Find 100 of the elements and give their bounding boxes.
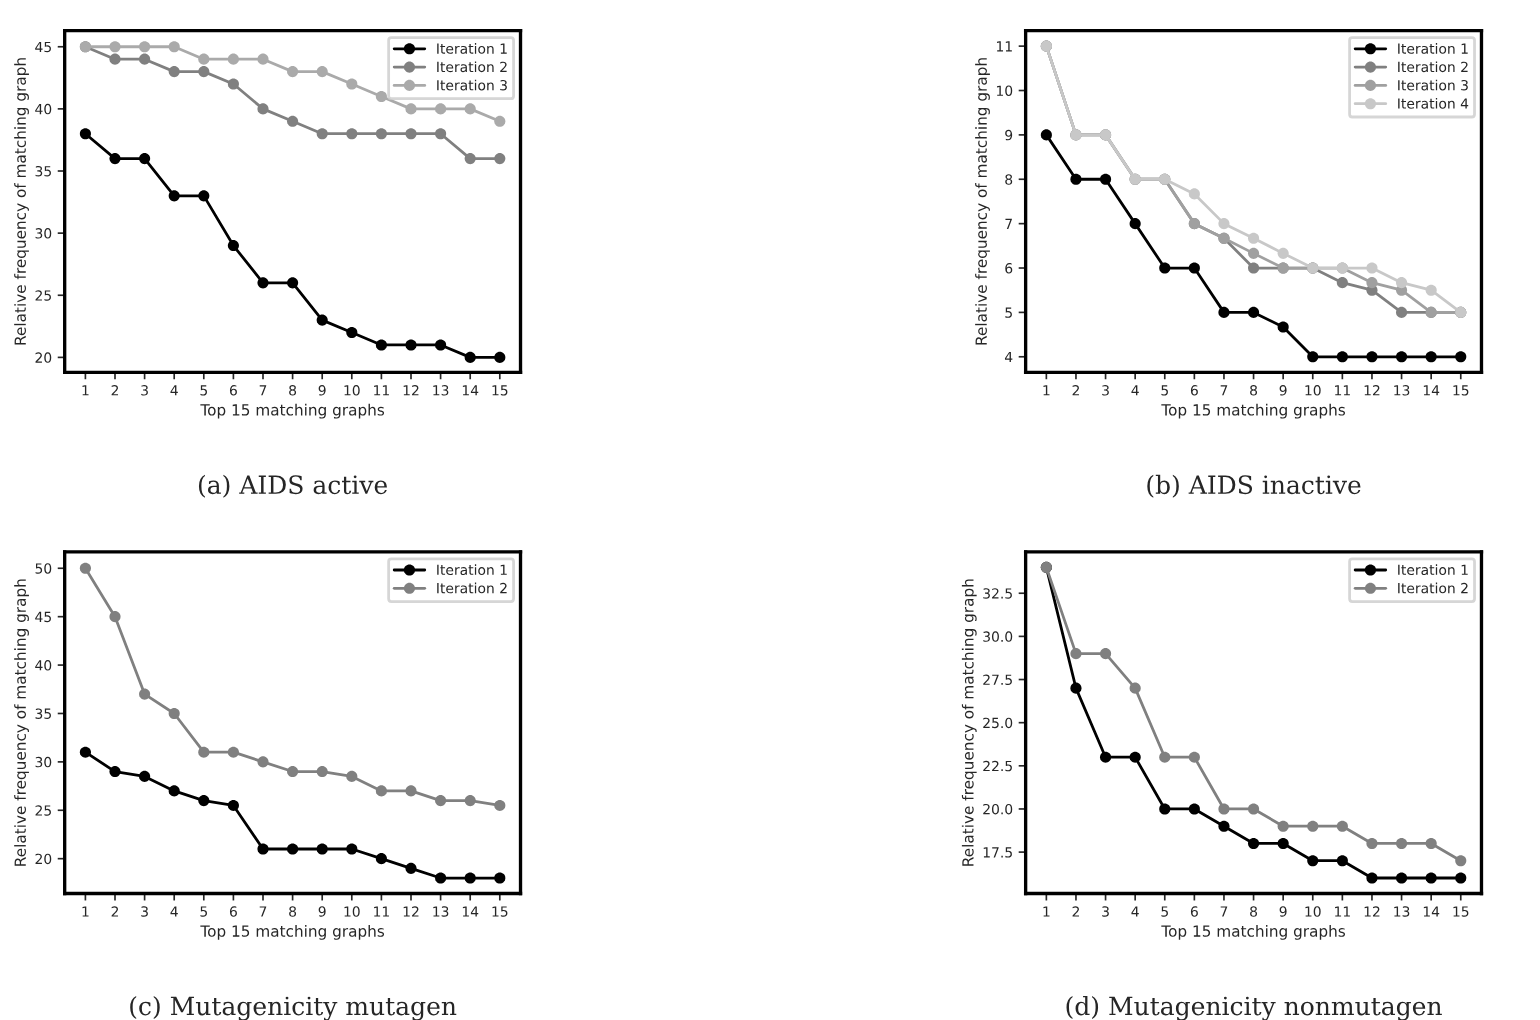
point — [1248, 306, 1260, 318]
text: (a) AIDS active — [198, 474, 387, 498]
point — [1366, 262, 1378, 274]
point — [1188, 188, 1200, 200]
point — [198, 746, 210, 758]
point — [375, 90, 387, 103]
point — [79, 746, 91, 758]
point — [168, 190, 180, 202]
point — [139, 153, 151, 165]
point — [139, 770, 151, 782]
point — [109, 53, 121, 65]
point — [198, 190, 210, 202]
point — [375, 339, 387, 351]
point — [1307, 820, 1319, 832]
point — [435, 872, 447, 884]
point — [375, 853, 387, 865]
point — [287, 66, 299, 78]
point — [287, 766, 299, 778]
point — [227, 799, 239, 811]
point — [464, 103, 476, 115]
point — [79, 562, 91, 574]
point — [1100, 751, 1112, 763]
point — [198, 66, 210, 78]
point — [405, 128, 417, 140]
point — [287, 277, 299, 289]
point — [1129, 218, 1141, 230]
point — [1307, 351, 1319, 363]
point — [405, 103, 417, 115]
point — [168, 785, 180, 797]
point — [257, 103, 269, 115]
point — [1218, 218, 1230, 230]
point — [139, 53, 151, 65]
point — [1248, 803, 1260, 815]
point — [109, 41, 121, 53]
point — [257, 756, 269, 768]
point — [1366, 837, 1378, 850]
point — [1070, 648, 1082, 660]
point — [227, 240, 239, 252]
point — [1218, 803, 1230, 815]
point — [1455, 872, 1467, 884]
point — [1159, 751, 1171, 763]
point — [435, 795, 447, 807]
point — [1100, 648, 1112, 660]
point — [464, 795, 476, 807]
point — [1366, 351, 1378, 363]
point — [1070, 173, 1082, 185]
point — [1396, 351, 1408, 363]
point — [1248, 247, 1260, 259]
point — [257, 53, 269, 65]
point — [405, 785, 417, 797]
point — [316, 843, 328, 855]
point — [1425, 284, 1437, 296]
point — [1277, 247, 1289, 259]
point — [168, 41, 180, 53]
point — [109, 611, 121, 623]
point — [316, 766, 328, 778]
text: (d) Mutagenicity nonmutagen — [1066, 996, 1442, 1020]
point — [168, 66, 180, 78]
point — [346, 843, 358, 855]
point — [1277, 837, 1289, 850]
point — [1188, 751, 1200, 763]
point — [435, 128, 447, 140]
point — [1248, 232, 1260, 244]
point — [287, 843, 299, 855]
point — [198, 795, 210, 807]
point — [1455, 855, 1467, 867]
point — [1218, 820, 1230, 832]
point — [287, 115, 299, 127]
point — [1366, 277, 1378, 289]
point — [1336, 277, 1348, 289]
point — [109, 766, 121, 778]
point — [435, 103, 447, 115]
point — [1425, 872, 1437, 884]
point — [494, 799, 506, 811]
point — [227, 53, 239, 65]
point — [494, 351, 506, 363]
point — [168, 707, 180, 720]
text: (b) AIDS inactive — [1147, 474, 1361, 498]
point — [257, 843, 269, 855]
point — [1100, 173, 1112, 185]
point — [227, 78, 239, 90]
point — [227, 746, 239, 758]
point — [1159, 262, 1171, 274]
point — [316, 128, 328, 140]
point — [1248, 837, 1260, 850]
point — [1425, 351, 1437, 363]
point — [1425, 837, 1437, 850]
point — [1396, 837, 1408, 850]
point — [1336, 820, 1348, 832]
point — [1396, 277, 1408, 289]
point — [1248, 262, 1260, 274]
point — [1336, 855, 1348, 867]
point — [139, 41, 151, 53]
point — [464, 351, 476, 363]
point — [1188, 803, 1200, 815]
point — [257, 277, 269, 289]
point — [346, 770, 358, 782]
point — [1159, 803, 1171, 815]
point — [1396, 306, 1408, 318]
point — [346, 78, 358, 90]
